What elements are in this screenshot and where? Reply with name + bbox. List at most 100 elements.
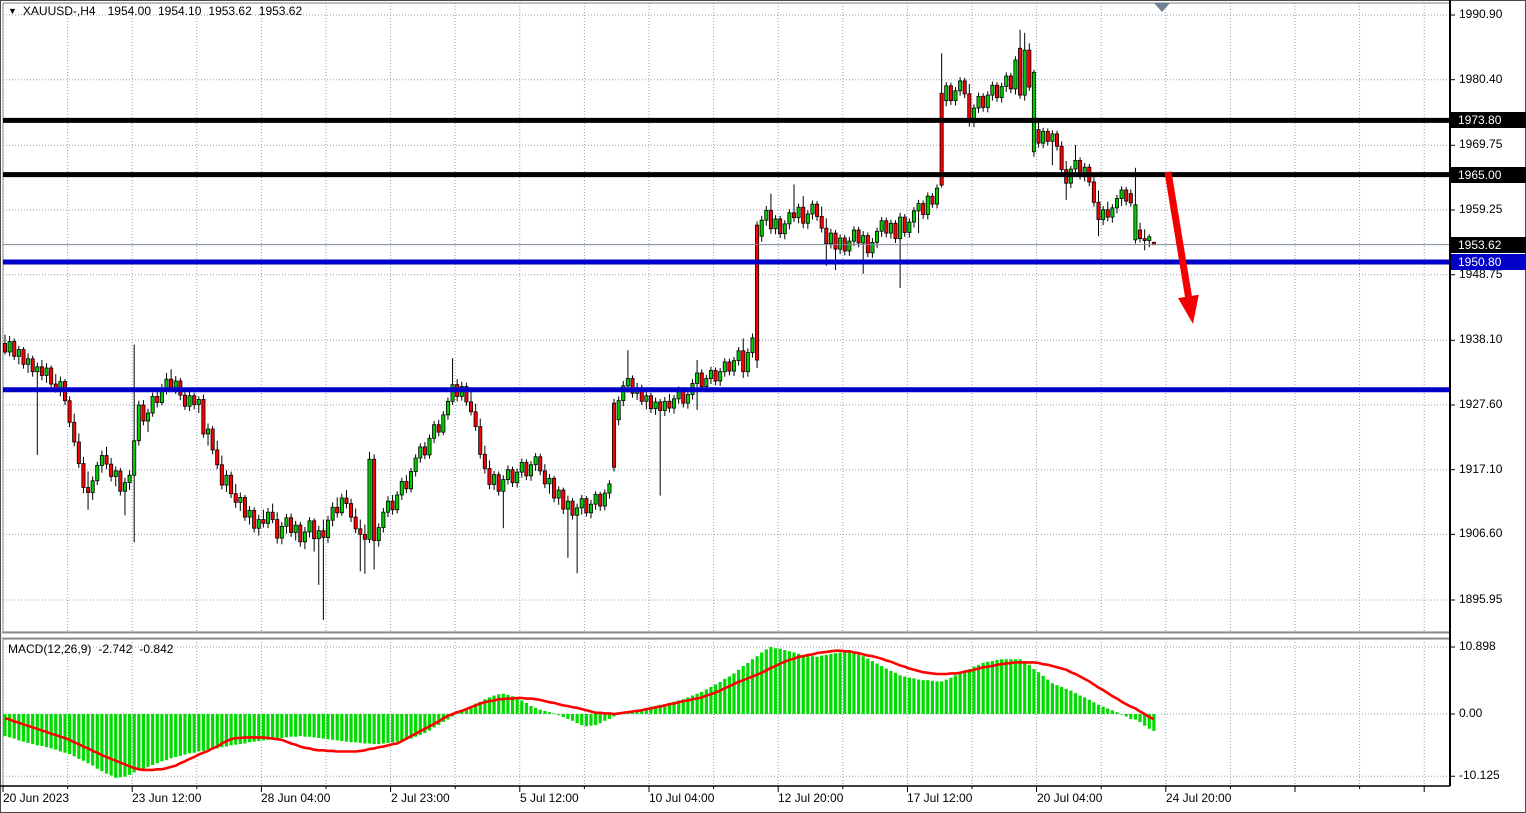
candle-bear [76,441,81,464]
candle-bear [1142,238,1147,241]
macd-bar [298,714,302,737]
macd-bar [183,714,187,755]
candle-bear [349,503,354,518]
candle-bull [515,471,520,484]
macd-bar [829,653,833,714]
macd-bar [261,714,265,741]
candle-bear [815,203,820,217]
macd-bar [1138,714,1142,722]
candle-bull [870,241,875,254]
candle-bull [7,341,12,353]
candle-bear [289,517,294,533]
candle-bull [1073,160,1078,170]
trend-arrow-shaft[interactable] [1164,171,1193,303]
macd-bar [1083,697,1087,714]
candle-bear [524,461,529,477]
macd-bar [603,714,607,721]
candle-bull [399,480,404,496]
time-axis-label: 17 Jul 12:00 [907,791,973,805]
time-axis-label: 12 Jul 20:00 [778,791,844,805]
macd-bar [77,714,81,759]
macd-bar [824,654,828,714]
candle-bull [888,222,893,234]
ohlc-low-value: 1953.62 [208,4,252,18]
chart-shift-marker-icon[interactable] [1154,3,1170,12]
macd-bar [478,701,482,714]
candle-bear [570,500,575,516]
candle-bull [279,525,284,539]
macd-bar [976,664,981,714]
candle-bull [607,483,612,494]
candle-bull [1013,59,1018,90]
macd-bar [506,694,510,714]
candle-bear [939,92,944,186]
candle-bull [718,371,723,382]
candle-bull [1041,131,1046,144]
candle-bull [187,395,192,407]
macd-bar [741,666,745,714]
candle-bull [662,400,667,411]
macd-bar [1119,714,1124,715]
macd-bar [534,707,538,714]
candle-bear [819,216,824,229]
candle-bull [113,470,118,477]
candle-bear [791,212,796,219]
candle-bear [169,378,174,389]
candle-bear [1091,181,1096,203]
candle-bull [238,497,243,503]
macd-bar [524,702,528,714]
macd-bar [344,714,349,742]
candle-bull [427,437,432,456]
candle-bear [422,446,427,456]
candle-bear [658,401,663,411]
candle-bear [1054,133,1059,147]
candle-bear [270,511,275,520]
macd-bar [861,656,865,714]
macd-bar [1087,699,1091,714]
macd-bar [497,694,501,714]
macd-bar [838,652,842,714]
macd-bar [1064,688,1068,714]
price-badge: 1953.62 [1451,236,1526,253]
candle-bear [552,477,557,499]
macd-bar [114,714,118,778]
candle-bull [247,509,252,518]
macd-bar [164,714,169,761]
candle-bull [787,212,792,225]
candle-bull [16,349,21,357]
macd-bar [123,714,127,777]
candle-bear [362,533,367,540]
macd-bar [607,714,612,719]
trend-arrow-head[interactable] [1178,294,1199,324]
macd-bar [750,659,755,714]
candle-bull [861,235,866,244]
candle-bear [275,519,280,539]
macd-bar [1092,702,1096,714]
macd-bar [806,655,810,714]
macd-bar [995,659,999,714]
candle-bull [875,230,880,243]
macd-bar [109,714,113,776]
candle-bear [72,421,77,443]
macd-bar [358,714,362,743]
macd-bar [400,714,404,741]
candle-bear [252,509,257,529]
macd-bar [1101,706,1105,714]
candle-bear [192,395,197,405]
candle-bear [1138,229,1143,240]
macd-bar [252,714,256,742]
macd-bar [386,714,390,743]
time-axis-label: 23 Jun 12:00 [132,791,202,805]
collapse-ohlc-icon[interactable]: ▼ [8,6,17,16]
candle-bull [381,511,386,529]
candle-bear [699,372,704,387]
macd-bar [155,714,159,764]
candle-bull [764,209,769,221]
candle-bear [464,386,469,403]
macd-bar [695,693,699,714]
macd-axis-label: -10.125 [1459,768,1500,783]
macd-bar [852,652,856,714]
candle-bear [981,95,986,108]
macd-bar [658,704,662,714]
candle-bull [958,80,963,92]
